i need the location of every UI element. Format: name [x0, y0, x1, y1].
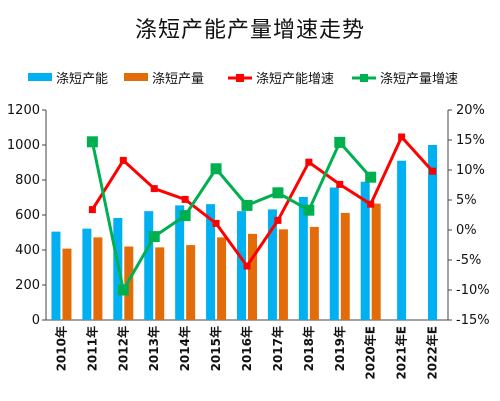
x-tick-label: 2021年E: [394, 326, 409, 380]
y2-tick-label-right: 10%: [456, 163, 485, 178]
capacity-growth-marker: [274, 216, 282, 224]
y2-tick-label-right: 0%: [456, 223, 477, 238]
capacity-growth-marker: [119, 156, 127, 164]
capacity-growth-marker: [398, 133, 406, 141]
output-growth-marker: [179, 210, 191, 222]
capacity-growth-marker: [305, 158, 313, 166]
x-tick-label: 2014年: [177, 326, 192, 371]
x-tick-label: 2019年: [332, 326, 347, 371]
bar-output: [186, 245, 196, 320]
capacity-growth-marker: [212, 219, 220, 227]
legend-label: 涤短产能: [56, 72, 108, 87]
y2-tick-label-right: 20%: [456, 103, 485, 118]
legend-label: 涤短产量增速: [380, 72, 458, 87]
legend-marker: [360, 74, 368, 82]
bar-output: [248, 233, 257, 320]
output-growth-marker: [210, 163, 222, 175]
x-tick-label: 2010年: [53, 326, 68, 371]
bar-capacity: [144, 211, 154, 320]
bar-capacity: [51, 231, 61, 320]
output-growth-marker: [365, 171, 377, 183]
output-growth-marker: [148, 231, 160, 243]
y2-tick-label-right: 5%: [456, 193, 477, 208]
y2-tick-label-right: -15%: [456, 313, 490, 328]
bar-output: [340, 212, 350, 320]
bar-capacity: [298, 196, 308, 320]
bar-output: [93, 237, 103, 320]
x-tick-label: 2017年: [270, 326, 285, 371]
capacity-growth-marker: [243, 262, 251, 270]
capacity-growth-line: [91, 134, 434, 269]
x-tick-label: 2015年: [208, 326, 223, 371]
x-tick-label: 2022年E: [425, 326, 440, 380]
bar-capacity: [237, 211, 246, 320]
y-tick-label-left: 600: [15, 208, 40, 223]
bar-output: [62, 248, 72, 320]
bar-output: [155, 247, 165, 320]
output-growth-marker: [241, 199, 253, 211]
bar-output: [278, 229, 288, 320]
bar-capacity: [428, 145, 438, 320]
bar-capacity: [329, 187, 339, 320]
bar-output: [309, 226, 319, 320]
bar-capacity: [360, 181, 370, 320]
y2-tick-label-right: 15%: [456, 133, 485, 148]
legend-swatch: [124, 73, 148, 81]
x-tick-label: 2018年: [301, 326, 316, 371]
y-tick-label-left: 1200: [7, 103, 40, 118]
y-tick-label-left: 0: [32, 313, 40, 328]
bar-capacity: [82, 228, 92, 320]
x-tick-label: 2012年: [115, 326, 130, 371]
y2-tick-label-right: -10%: [456, 283, 490, 298]
x-tick-label: 2011年: [84, 326, 99, 371]
bar-capacity: [206, 204, 216, 320]
legend-label: 涤短产能增速: [256, 72, 334, 87]
y-tick-label-left: 1000: [7, 138, 40, 153]
y-tick-label-left: 200: [15, 278, 40, 293]
output-growth-marker: [117, 284, 129, 296]
capacity-growth-marker: [336, 180, 344, 188]
output-growth-line: [90, 139, 372, 295]
x-tick-label: 2016年: [239, 326, 254, 371]
y-tick-label-left: 400: [15, 243, 40, 258]
output-growth-marker: [272, 187, 284, 199]
capacity-growth-marker: [367, 200, 375, 208]
output-growth-marker: [303, 204, 315, 216]
bar-capacity: [175, 205, 185, 320]
legend-label: 涤短产量: [152, 72, 204, 87]
chart-title: 涤短产能产量增速走势: [134, 18, 365, 43]
legend-swatch: [28, 73, 52, 81]
bar-output: [217, 237, 227, 320]
output-growth-marker: [86, 136, 98, 148]
bar-capacity: [397, 160, 407, 320]
output-growth-marker: [334, 136, 346, 148]
capacity-growth-marker: [88, 206, 96, 214]
x-tick-label: 2020年E: [363, 326, 378, 380]
y2-tick-label-right: -5%: [456, 253, 481, 268]
capacity-growth-marker: [181, 195, 189, 203]
capacity-growth-marker: [150, 185, 158, 193]
legend-marker: [236, 74, 244, 82]
capacity-growth-marker: [429, 167, 437, 175]
bar-output: [371, 203, 381, 320]
x-tick-label: 2013年: [146, 326, 161, 371]
bar-capacity: [267, 209, 277, 320]
y-tick-label-left: 800: [15, 173, 40, 188]
